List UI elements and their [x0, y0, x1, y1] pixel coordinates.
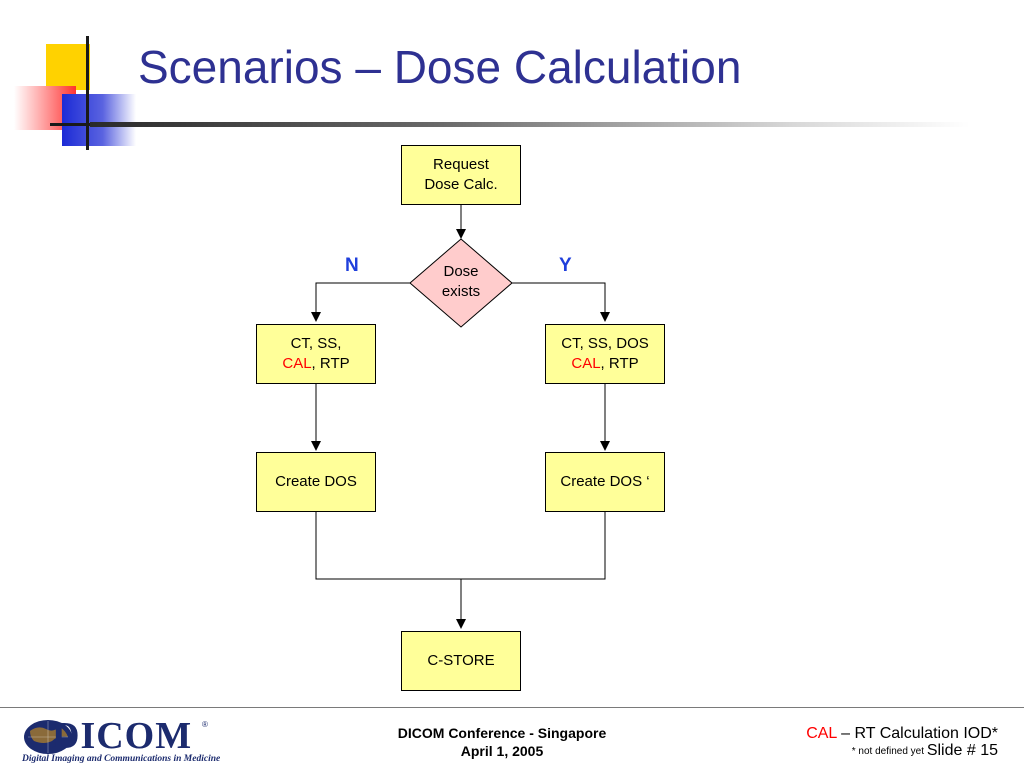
edge-decision-no — [311, 282, 410, 322]
node-request-line2: Dose Calc. — [424, 176, 498, 193]
node-right-inputs-line1: CT, SS, DOS — [561, 335, 649, 352]
edge-decision-yes — [512, 282, 610, 322]
footer-legend-abbrev: CAL — [806, 725, 837, 742]
node-create-dos-prime: Create DOS ‘ — [545, 452, 665, 512]
footer-legend-text: – RT Calculation IOD* — [836, 725, 998, 742]
footer-footnote: * not defined yet — [851, 746, 924, 757]
node-left-inputs-rest: , RTP — [311, 355, 350, 372]
footer-legend: CAL – RT Calculation IOD* — [806, 724, 998, 744]
footer-event-name: DICOM Conference - Singapore — [397, 725, 607, 741]
edge-merge — [315, 512, 606, 580]
node-decision-dose-exists: Dose exists — [411, 262, 511, 302]
node-create-dos-label: Create DOS — [275, 473, 357, 490]
decorative-blue-gradient — [62, 94, 136, 146]
dicom-globe-icon — [24, 720, 72, 754]
dicom-logo-text: DICOM — [52, 715, 193, 757]
node-right-inputs-rest: , RTP — [600, 355, 639, 372]
node-request-line1: Request — [433, 156, 489, 173]
decorative-vertical-line — [86, 36, 89, 150]
branch-label-yes: Y — [559, 255, 572, 276]
node-c-store: C-STORE — [401, 631, 521, 691]
node-right-inputs-cal: CAL — [571, 355, 601, 372]
branch-label-no: N — [345, 255, 359, 276]
slide-number: Slide # 15 — [926, 742, 998, 759]
node-create-dos-prime-label: Create DOS ‘ — [560, 473, 650, 490]
node-left-inputs: CT, SS, CAL, RTP — [256, 324, 376, 384]
footer-rule — [0, 707, 1024, 708]
node-create-dos: Create DOS — [256, 452, 376, 512]
decorative-yellow-square — [46, 44, 90, 90]
node-decision-line2: exists — [441, 283, 481, 300]
title-underline — [90, 122, 970, 127]
dicom-logo-tagline: Digital Imaging and Communications in Me… — [22, 754, 221, 764]
node-left-inputs-cal: CAL — [282, 355, 312, 372]
decision-diamond — [409, 238, 513, 328]
slide-title: Scenarios – Dose Calculation — [138, 41, 742, 93]
footer-event-info: DICOM Conference - Singapore April 1, 20… — [352, 724, 652, 760]
node-left-inputs-line1: CT, SS, — [290, 335, 342, 352]
footer-event-date: April 1, 2005 — [460, 743, 544, 759]
node-right-inputs: CT, SS, DOS CAL, RTP — [545, 324, 665, 384]
node-request-dose-calc: Request Dose Calc. — [401, 145, 521, 205]
node-decision-line1: Dose — [443, 263, 479, 280]
dicom-logo-registered-mark: ® — [202, 720, 208, 729]
node-c-store-label: C-STORE — [427, 652, 495, 669]
